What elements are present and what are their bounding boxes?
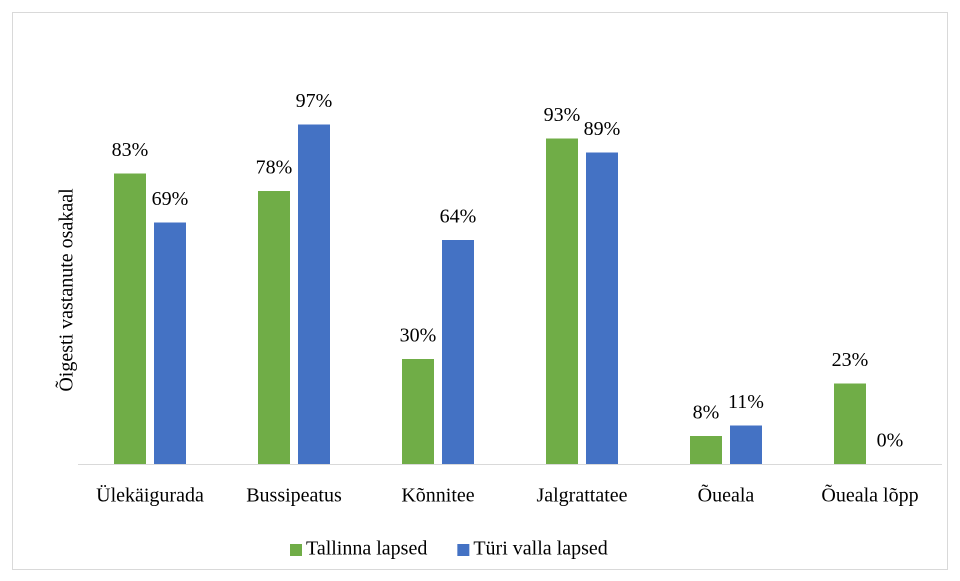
bar bbox=[586, 152, 618, 464]
legend-label: Tallinna lapsed bbox=[306, 538, 427, 560]
bar bbox=[690, 436, 722, 464]
bar bbox=[730, 425, 762, 464]
value-label: 89% bbox=[584, 118, 621, 140]
bar bbox=[834, 383, 866, 464]
x-tick-label: Ülekäigurada bbox=[96, 484, 204, 507]
value-label: 78% bbox=[256, 157, 293, 179]
value-label: 23% bbox=[832, 349, 869, 371]
bar bbox=[442, 240, 474, 464]
x-tick-label: Bussipeatus bbox=[246, 485, 342, 507]
bar bbox=[154, 222, 186, 464]
bar bbox=[114, 173, 146, 464]
value-label: 11% bbox=[728, 391, 764, 413]
value-label: 8% bbox=[693, 402, 720, 424]
legend-swatch bbox=[457, 544, 470, 556]
x-tick-label: Õueala lõpp bbox=[821, 483, 918, 507]
value-label: 97% bbox=[296, 90, 333, 112]
bar bbox=[298, 124, 330, 464]
bar bbox=[402, 359, 434, 464]
legend-label: Türi valla lapsed bbox=[473, 538, 607, 560]
value-label: 69% bbox=[152, 188, 189, 210]
x-tick-label: Õueala bbox=[698, 483, 755, 507]
bar bbox=[546, 138, 578, 464]
value-label: 93% bbox=[544, 104, 581, 126]
y-axis-label: Õigesti vastanute osakaal bbox=[54, 188, 78, 392]
value-label: 64% bbox=[440, 206, 477, 228]
value-label: 0% bbox=[877, 430, 904, 452]
value-label: 30% bbox=[400, 325, 437, 347]
bar bbox=[258, 191, 290, 464]
value-label: 83% bbox=[112, 139, 149, 161]
x-tick-label: Kõnnitee bbox=[401, 485, 474, 507]
x-tick-label: Jalgrattatee bbox=[536, 485, 627, 507]
legend-swatch bbox=[290, 544, 302, 556]
